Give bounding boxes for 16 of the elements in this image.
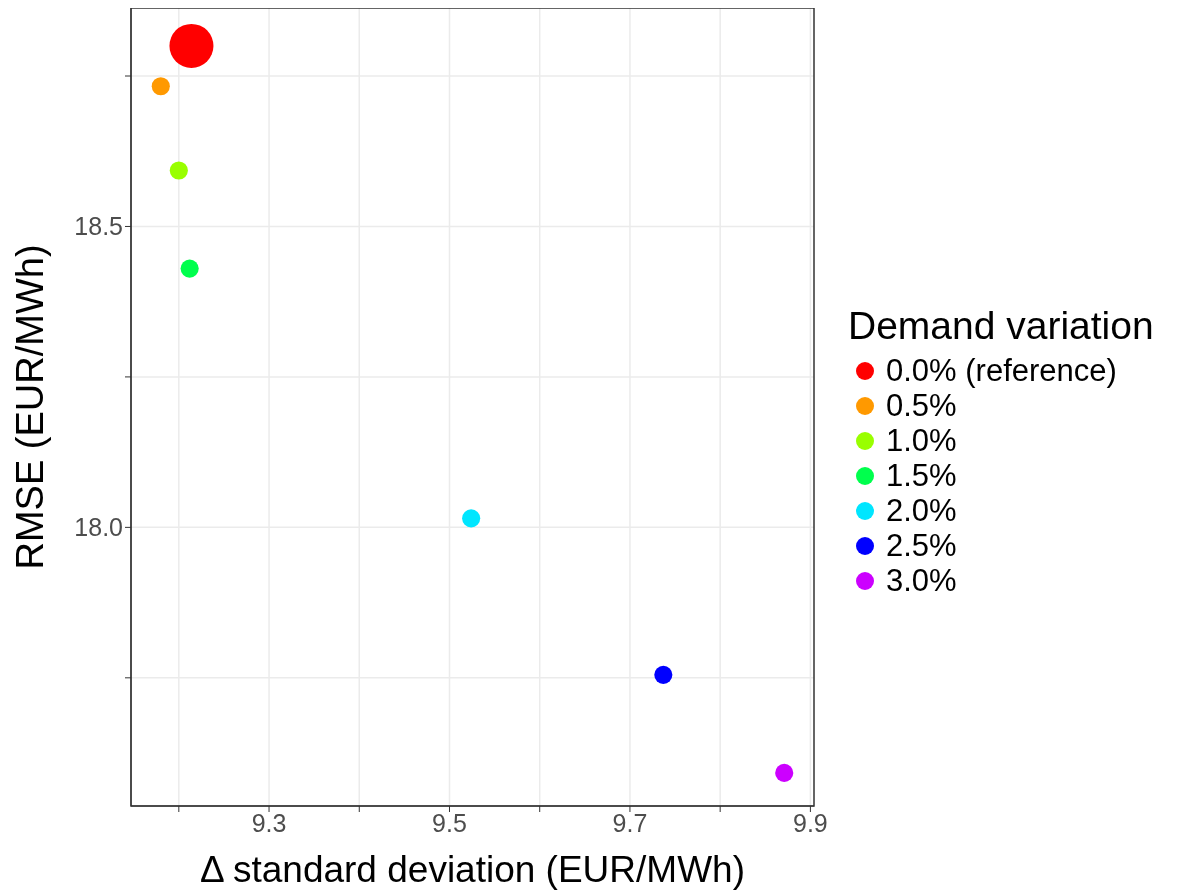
- legend-title: Demand variation: [848, 303, 1155, 348]
- x-tick-label: 9.9: [793, 808, 828, 837]
- y-tick-label: 18.0: [74, 513, 123, 542]
- legend-label: 2.0%: [886, 493, 957, 529]
- legend-label: 0.5%: [886, 388, 957, 424]
- x-tick-label: 9.3: [251, 808, 287, 837]
- legend-label: 0.0% (reference): [886, 353, 1117, 389]
- legend-label: 1.5%: [886, 458, 957, 494]
- x-tick-label: 9.5: [432, 808, 467, 837]
- y-axis-title: RMSE (EUR/MWh): [9, 244, 52, 570]
- legend-label: 1.0%: [886, 423, 957, 459]
- x-axis-title: Δ standard deviation (EUR/MWh): [200, 849, 745, 890]
- y-tick-label: 18.5: [74, 212, 123, 241]
- x-tick-label: 9.7: [612, 808, 648, 837]
- legend-label: 3.0%: [886, 563, 957, 599]
- legend-label: 2.5%: [886, 528, 957, 564]
